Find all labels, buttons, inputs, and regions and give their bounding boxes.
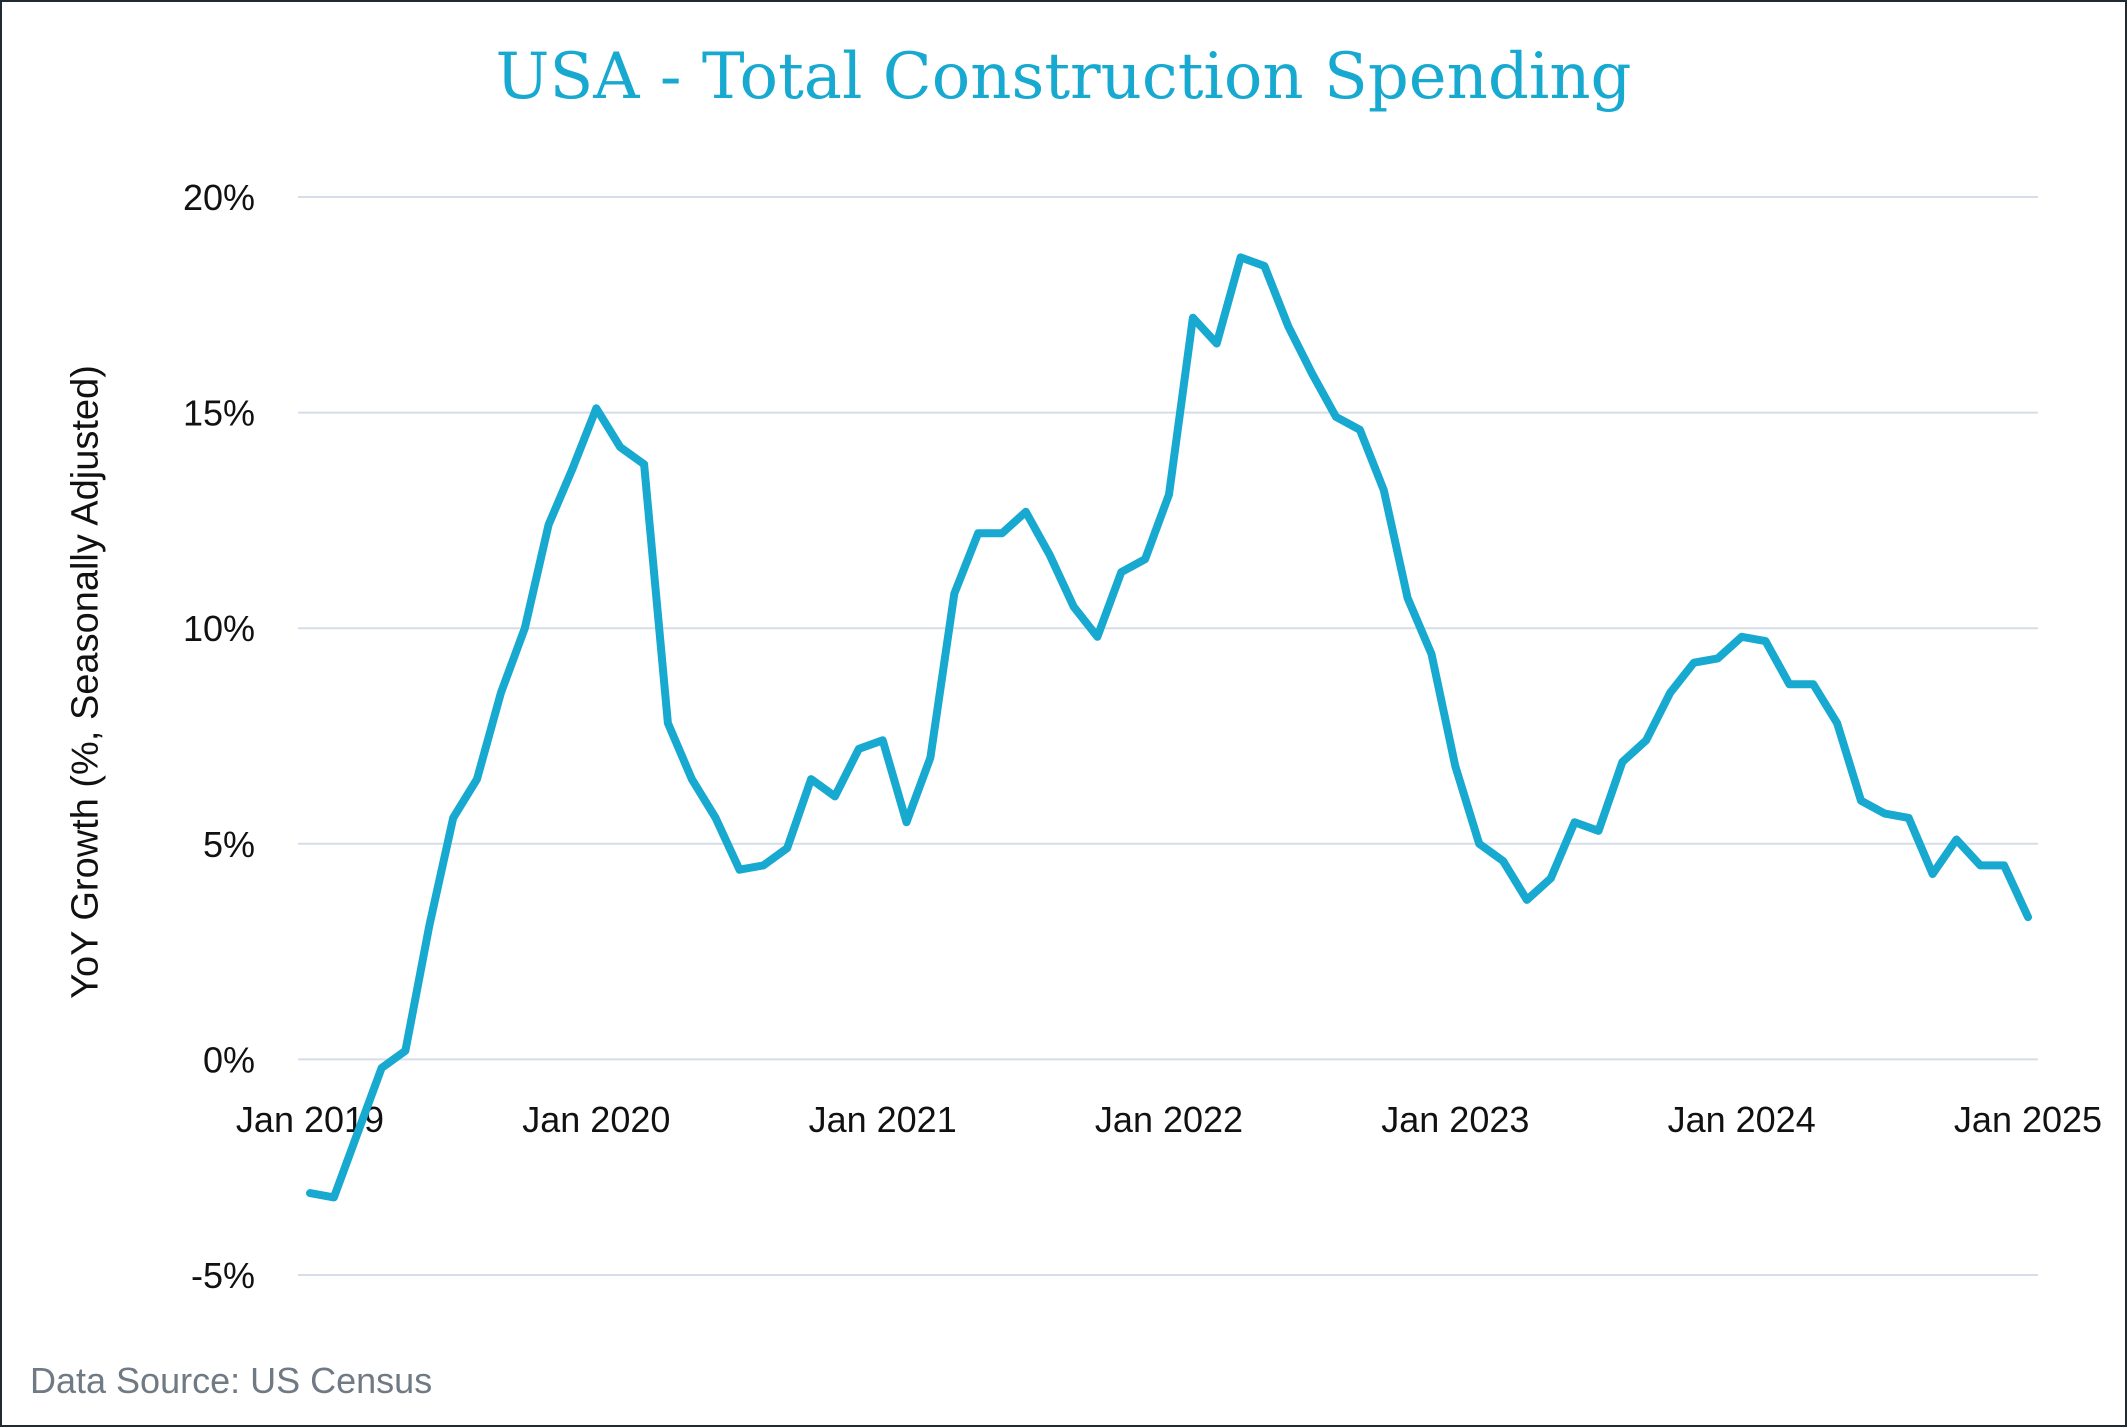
chart-title: USA - Total Construction Spending [495,40,1632,114]
x-tick-label: Jan 2024 [1668,1099,1816,1140]
x-tick-label: Jan 2025 [1954,1099,2102,1140]
y-tick-label: 5% [203,824,255,865]
y-tick-label: -5% [191,1255,255,1296]
y-tick-label: 20% [183,177,255,218]
series-line [306,253,2032,1202]
y-axis-ticks: 20% 15% 10% 5% 0% -5% [183,177,255,1296]
x-tick-label: Jan 2023 [1381,1099,1529,1140]
x-axis-ticks: Jan 2019 Jan 2020 Jan 2021 Jan 2022 Jan 2023… [236,1099,2102,1140]
data-source-note: Data Source: US Census [30,1360,433,1401]
y-tick-label: 0% [203,1039,255,1080]
series-layer [306,253,2032,1202]
y-tick-label: 10% [183,608,255,649]
x-tick-label: Jan 2022 [1095,1099,1243,1140]
y-tick-label: 15% [183,393,255,434]
x-tick-label: Jan 2021 [809,1099,957,1140]
gridlines [298,196,2038,1276]
x-tick-label: Jan 2020 [522,1099,670,1140]
